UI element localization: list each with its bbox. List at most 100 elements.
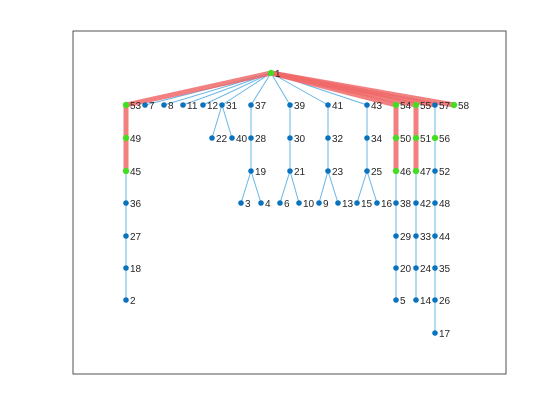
node-label-13: 13	[342, 199, 354, 210]
node-50	[392, 134, 400, 142]
edge-1-58	[268, 70, 457, 108]
node-label-3: 3	[245, 199, 251, 210]
node-label-54: 54	[400, 101, 412, 112]
node-label-11: 11	[187, 101, 198, 112]
node-label-24: 24	[420, 264, 432, 275]
node-7	[142, 102, 148, 108]
node-4	[258, 200, 264, 206]
node-42	[413, 200, 419, 206]
node-32	[325, 135, 331, 141]
node-35	[432, 265, 438, 271]
node-label-38: 38	[400, 199, 412, 210]
node-label-32: 32	[332, 134, 344, 145]
node-33	[413, 233, 419, 239]
node-2	[123, 297, 129, 303]
node-30	[287, 135, 293, 141]
node-label-40: 40	[236, 134, 248, 145]
node-label-14: 14	[420, 296, 432, 307]
node-51	[412, 134, 420, 142]
node-label-26: 26	[439, 296, 451, 307]
node-26	[432, 297, 438, 303]
node-label-49: 49	[130, 134, 142, 145]
edge-21-10	[289, 170, 300, 204]
edge-19-4	[250, 170, 262, 204]
node-label-57: 57	[439, 101, 451, 112]
node-57	[432, 102, 438, 108]
node-label-4: 4	[265, 199, 271, 210]
node-23	[325, 168, 331, 174]
node-15	[354, 200, 360, 206]
node-36	[123, 200, 129, 206]
node-16	[374, 200, 380, 206]
node-9	[316, 200, 322, 206]
node-13	[335, 200, 341, 206]
node-1	[267, 69, 275, 77]
node-53	[122, 101, 130, 109]
node-label-19: 19	[255, 167, 267, 178]
node-label-8: 8	[168, 101, 174, 112]
node-14	[413, 297, 419, 303]
node-label-25: 25	[371, 167, 383, 178]
edge-31-40	[221, 104, 233, 139]
node-47	[412, 167, 420, 175]
node-55	[412, 101, 420, 109]
node-5	[393, 297, 399, 303]
node-label-45: 45	[130, 167, 142, 178]
node-48	[432, 200, 438, 206]
node-45	[122, 167, 130, 175]
node-11	[180, 102, 186, 108]
node-label-56: 56	[439, 134, 451, 145]
edges-layer	[123, 70, 457, 334]
node-40	[229, 135, 235, 141]
node-label-34: 34	[371, 134, 383, 145]
node-label-51: 51	[420, 134, 432, 145]
node-label-39: 39	[294, 101, 306, 112]
node-label-37: 37	[255, 101, 267, 112]
node-label-22: 22	[216, 134, 228, 145]
node-label-30: 30	[294, 134, 306, 145]
node-label-52: 52	[439, 167, 451, 178]
edge-23-9	[318, 170, 329, 204]
node-46	[392, 167, 400, 175]
node-27	[123, 233, 129, 239]
node-label-20: 20	[400, 264, 412, 275]
edge-1-41	[270, 72, 329, 106]
node-label-10: 10	[303, 199, 315, 210]
node-label-46: 46	[400, 167, 412, 178]
edge-1-37	[250, 72, 272, 106]
node-17	[432, 330, 438, 336]
edge-1-12	[202, 72, 272, 106]
node-29	[393, 233, 399, 239]
node-8	[161, 102, 167, 108]
node-34	[364, 135, 370, 141]
node-22	[209, 135, 215, 141]
node-24	[413, 265, 419, 271]
node-44	[432, 233, 438, 239]
node-label-31: 31	[226, 101, 238, 112]
node-37	[248, 102, 254, 108]
node-label-58: 58	[458, 101, 470, 112]
node-6	[277, 200, 283, 206]
node-label-16: 16	[381, 199, 393, 210]
edge-23-13	[327, 170, 339, 204]
node-41	[325, 102, 331, 108]
node-20	[393, 265, 399, 271]
node-label-15: 15	[361, 199, 373, 210]
edge-19-3	[240, 170, 252, 204]
node-43	[364, 102, 370, 108]
edge-21-6	[279, 170, 291, 204]
node-18	[123, 265, 129, 271]
node-label-29: 29	[400, 232, 412, 243]
node-label-12: 12	[207, 101, 219, 112]
node-label-2: 2	[130, 296, 136, 307]
edge-31-22	[211, 104, 223, 139]
node-58	[450, 101, 458, 109]
node-label-44: 44	[439, 232, 451, 243]
node-label-35: 35	[439, 264, 451, 275]
node-label-53: 53	[130, 101, 142, 112]
node-label-33: 33	[420, 232, 432, 243]
node-label-48: 48	[439, 199, 451, 210]
node-label-47: 47	[420, 167, 432, 178]
